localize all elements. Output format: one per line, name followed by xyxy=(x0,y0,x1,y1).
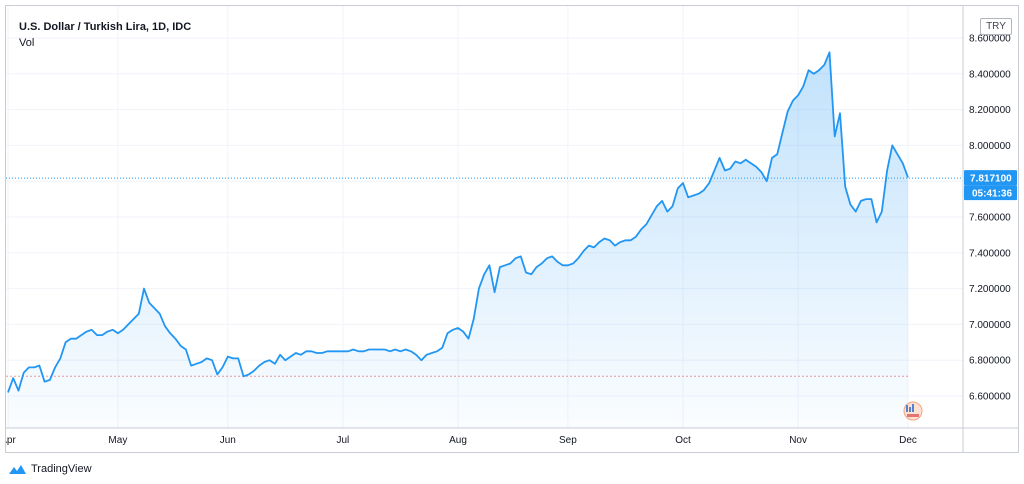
price-tick-label: 7.200000 xyxy=(969,284,1011,295)
currency-button[interactable]: TRY xyxy=(980,18,1012,35)
time-tick-label: Oct xyxy=(675,435,691,446)
bar-countdown: 05:41:36 xyxy=(972,189,1012,200)
time-tick-label: May xyxy=(108,435,127,446)
events-bars-icon xyxy=(912,404,914,412)
volume-legend[interactable]: Vol xyxy=(19,37,35,49)
events-bars-icon xyxy=(906,405,908,412)
last-price-badge: 7.817100 05:41:36 xyxy=(964,170,1017,201)
price-tick-label: 7.400000 xyxy=(969,248,1011,259)
price-tick-label: 8.400000 xyxy=(969,69,1011,80)
events-marker[interactable] xyxy=(903,401,923,421)
tradingview-logo[interactable]: TradingView xyxy=(7,461,92,477)
price-chart[interactable]: 6.600000 6.800000 7.000000 7.200000 7.400000… xyxy=(6,6,1018,452)
symbol-legend[interactable]: U.S. Dollar / Turkish Lira, 1D, IDC xyxy=(19,21,192,33)
events-flag-icon xyxy=(907,414,919,417)
price-tick-label: 8.200000 xyxy=(969,105,1011,116)
price-tick-label: 8.600000 xyxy=(969,34,1011,45)
time-tick-label: Jun xyxy=(220,435,236,446)
price-tick-label: 6.800000 xyxy=(969,356,1011,367)
time-tick-label: Apr xyxy=(6,435,16,446)
price-tick-label: 7.000000 xyxy=(969,320,1011,331)
price-tick-label: 7.600000 xyxy=(969,213,1011,224)
price-tick-label: 8.000000 xyxy=(969,141,1011,152)
time-tick-label: Sep xyxy=(559,435,577,446)
time-tick-label: Aug xyxy=(449,435,467,446)
price-line xyxy=(7,51,909,393)
price-tick-label: 6.600000 xyxy=(969,392,1011,403)
tradingview-cloud-icon xyxy=(9,465,26,474)
chart-frame[interactable]: 6.600000 6.800000 7.000000 7.200000 7.400000… xyxy=(5,5,1019,453)
time-tick-label: Dec xyxy=(899,435,917,446)
last-price-value: 7.817100 xyxy=(970,174,1012,185)
last-price-tag xyxy=(964,170,1017,186)
events-bars-icon xyxy=(909,407,911,412)
time-axis[interactable]: Apr May Jun Jul Aug Sep Oct Nov Dec xyxy=(6,435,917,446)
time-tick-label: Jul xyxy=(336,435,349,446)
area-layer xyxy=(7,51,909,429)
brand-name: TradingView xyxy=(31,463,92,475)
time-tick-label: Nov xyxy=(789,435,807,446)
countdown-tag xyxy=(964,185,1017,201)
price-area-fill xyxy=(8,52,908,429)
price-axis[interactable]: 6.600000 6.800000 7.000000 7.200000 7.400000… xyxy=(969,34,1011,403)
